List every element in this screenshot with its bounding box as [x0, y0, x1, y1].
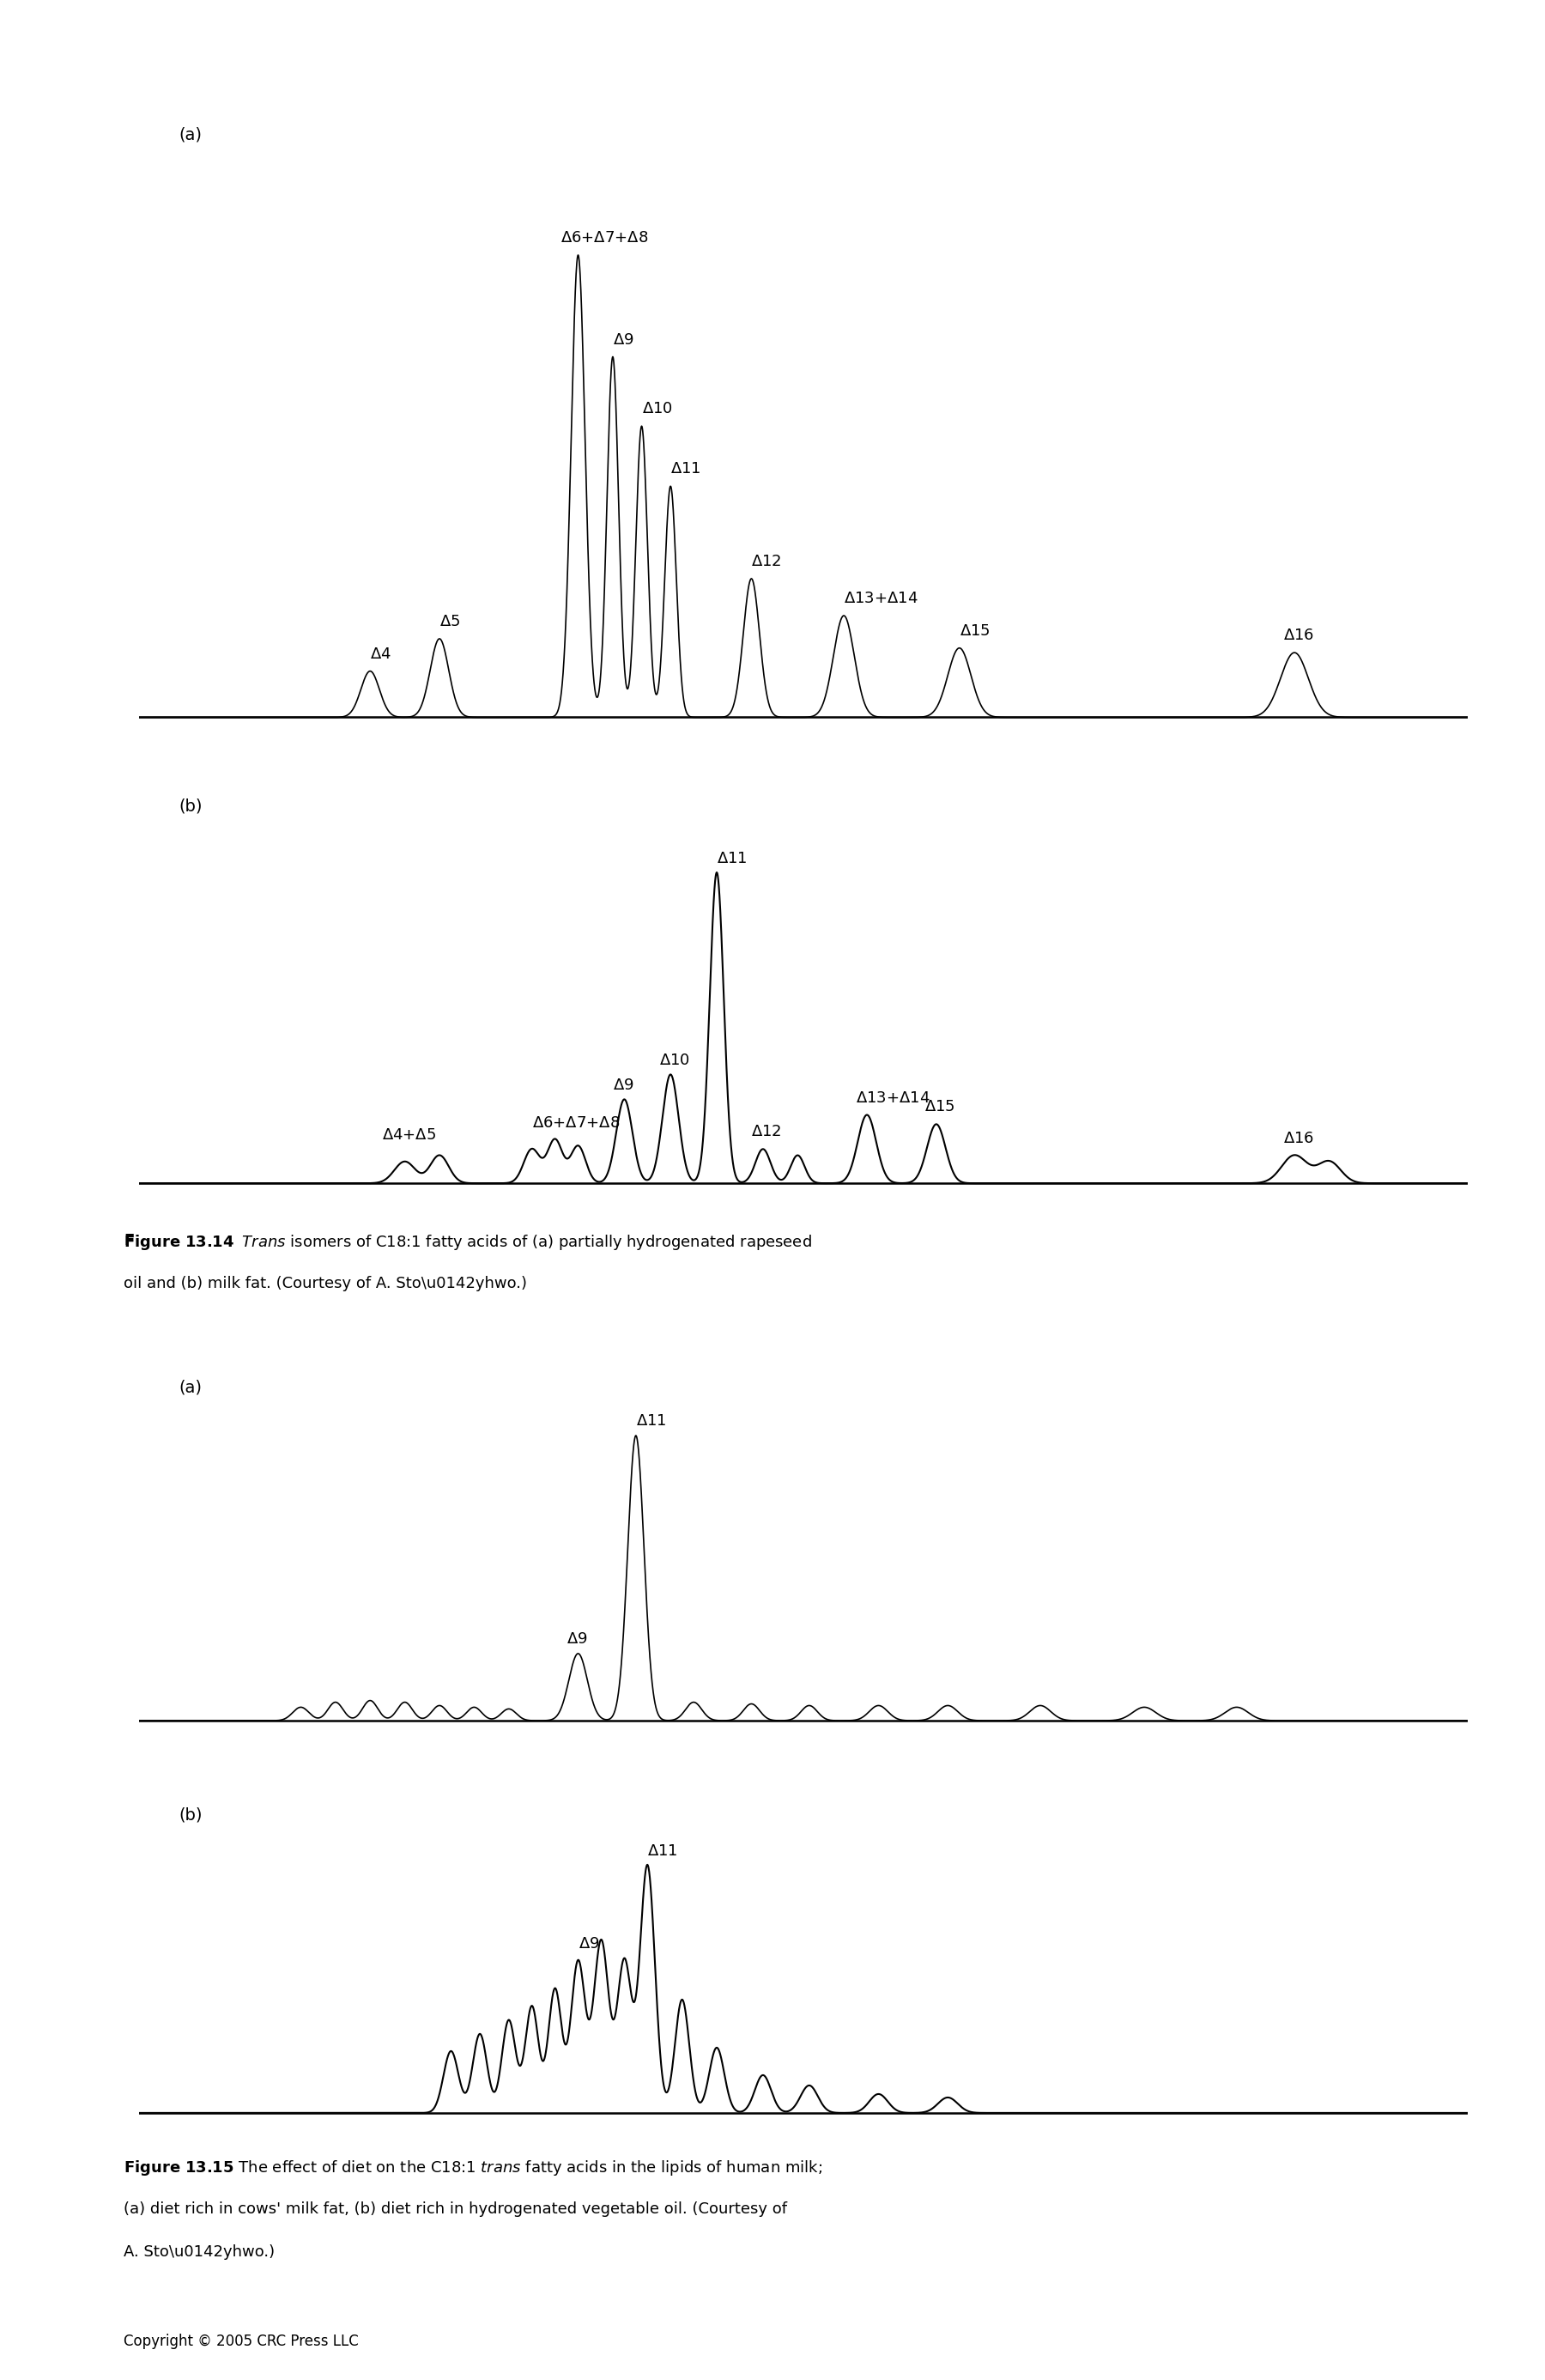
Text: (b): (b)	[179, 797, 202, 814]
Text: $\Delta$9: $\Delta$9	[613, 1078, 633, 1092]
Text: (a): (a)	[179, 1380, 202, 1397]
Text: $\Delta$12: $\Delta$12	[751, 555, 782, 569]
Text: $\mathbf{Figure\ 13.14}$$\;\;\mathit{Trans}$ isomers of C18:1 fatty acids of (a): $\mathbf{Figure\ 13.14}$$\;\;\mathit{Tra…	[124, 1233, 811, 1252]
Text: oil and (b) milk fat. (Courtesy of A. Sto\u0142yhwo.): oil and (b) milk fat. (Courtesy of A. St…	[124, 1276, 527, 1290]
Text: $\Delta$15: $\Delta$15	[959, 624, 990, 638]
Text: F: F	[124, 1233, 134, 1247]
Text: $\Delta$4: $\Delta$4	[371, 647, 391, 662]
Text: $\Delta$10: $\Delta$10	[641, 402, 672, 416]
Text: Copyright © 2005 CRC Press LLC: Copyright © 2005 CRC Press LLC	[124, 2335, 358, 2349]
Text: $\Delta$12: $\Delta$12	[751, 1123, 782, 1140]
Text: $\Delta$6+$\Delta$7+$\Delta$8: $\Delta$6+$\Delta$7+$\Delta$8	[561, 231, 649, 245]
Text: $\Delta$15: $\Delta$15	[925, 1100, 955, 1114]
Text: $\Delta$13+$\Delta$14: $\Delta$13+$\Delta$14	[856, 1090, 930, 1107]
Text: $\Delta$4+$\Delta$5: $\Delta$4+$\Delta$5	[382, 1128, 436, 1142]
Text: (b): (b)	[179, 1806, 202, 1823]
Text: $\Delta$10: $\Delta$10	[660, 1052, 689, 1069]
Text: $\mathbf{Figure\ 13.15}$ The effect of diet on the C18:1 $\mathit{trans}$ fatty : $\mathbf{Figure\ 13.15}$ The effect of d…	[124, 2159, 822, 2178]
Text: $\Delta$9: $\Delta$9	[578, 1935, 599, 1952]
Text: $\Delta$11: $\Delta$11	[637, 1414, 666, 1428]
Text: $\Delta$5: $\Delta$5	[439, 614, 460, 628]
Text: $\Delta$13+$\Delta$14: $\Delta$13+$\Delta$14	[844, 590, 918, 607]
Text: A. Sto\u0142yhwo.): A. Sto\u0142yhwo.)	[124, 2244, 275, 2259]
Text: $\Delta$11: $\Delta$11	[717, 850, 748, 866]
Text: $\Delta$9: $\Delta$9	[613, 333, 633, 347]
Text: $\Delta$11: $\Delta$11	[671, 462, 701, 476]
Text: $\Delta$9: $\Delta$9	[567, 1630, 587, 1647]
Text: (a): (a)	[179, 126, 202, 143]
Text: $\Delta$6+$\Delta$7+$\Delta$8: $\Delta$6+$\Delta$7+$\Delta$8	[531, 1114, 620, 1130]
Text: $\Delta$16: $\Delta$16	[1282, 1130, 1313, 1145]
Text: (a) diet rich in cows' milk fat, (b) diet rich in hydrogenated vegetable oil. (C: (a) diet rich in cows' milk fat, (b) die…	[124, 2202, 786, 2216]
Text: $\Delta$16: $\Delta$16	[1282, 628, 1313, 643]
Text: $\Delta$11: $\Delta$11	[647, 1842, 678, 1859]
